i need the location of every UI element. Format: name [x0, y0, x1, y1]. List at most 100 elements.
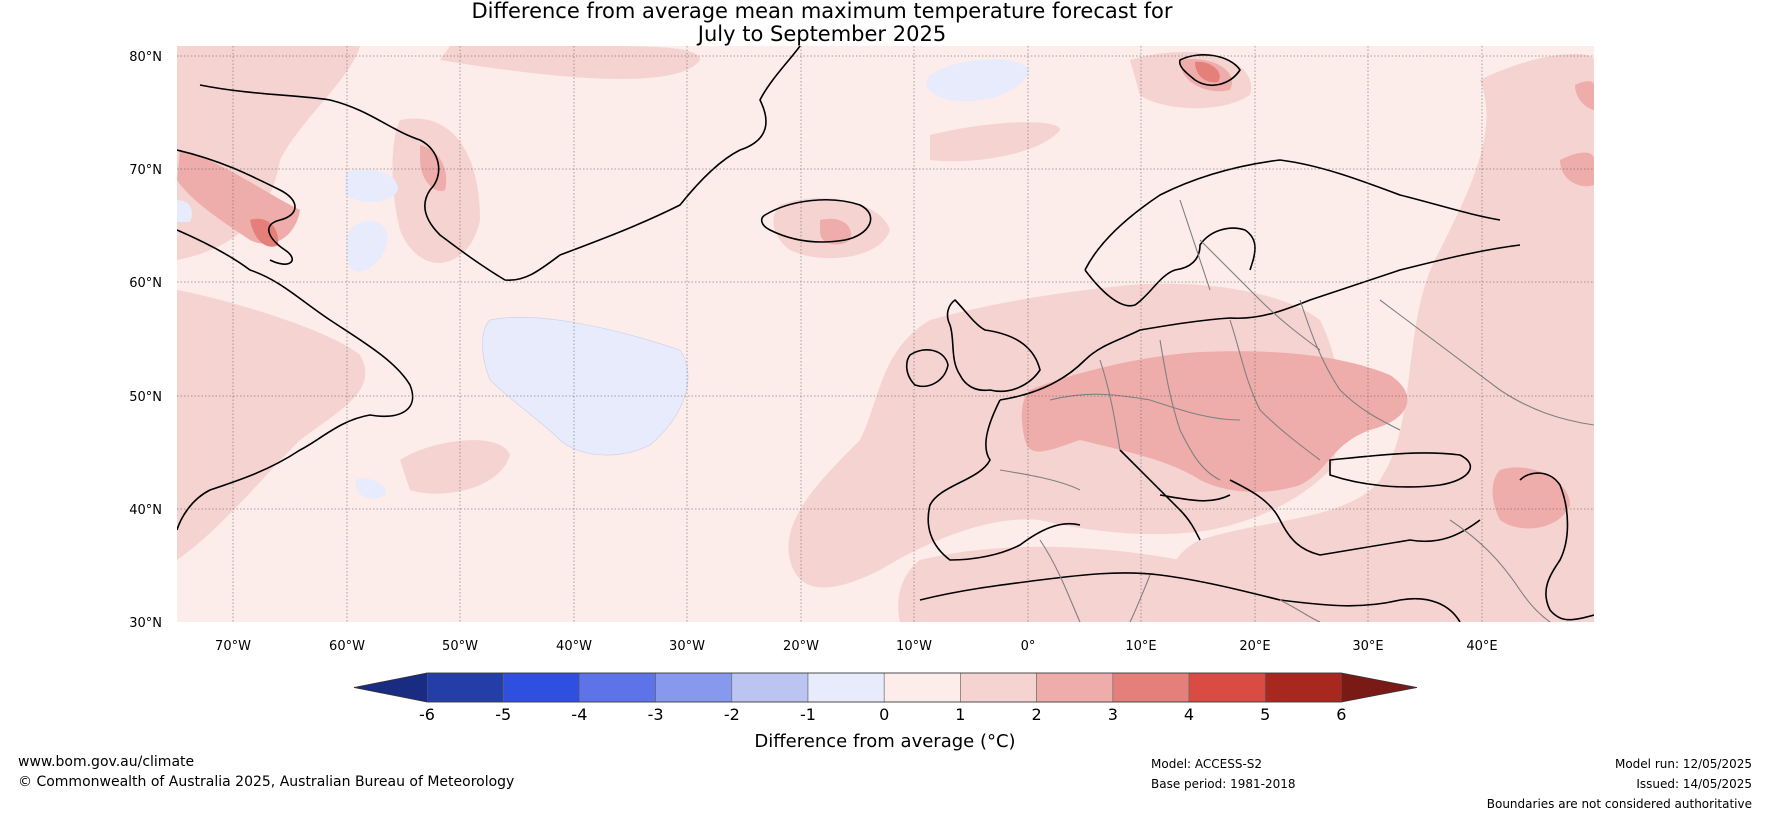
colorbar-tick-label: 4 — [1184, 705, 1194, 724]
colorbar-tick-label: -2 — [724, 705, 740, 724]
colorbar-extend-low — [354, 673, 427, 702]
copyright-text: © Commonwealth of Australia 2025, Austra… — [18, 774, 515, 790]
lat-label: 80°N — [129, 50, 162, 65]
lon-label: 70°W — [215, 639, 251, 654]
balkans-turkey-coast — [1229, 479, 1481, 556]
contour-3to4-baffin — [250, 218, 279, 247]
base-period: Base period: 1981-2018 — [1151, 777, 1296, 791]
contour-1to2-north — [440, 46, 700, 79]
lon-label: 0° — [1021, 639, 1036, 654]
black-sea-coast — [1329, 452, 1472, 488]
border-line-1 — [1049, 393, 1241, 421]
colorbar-outline — [353, 672, 1418, 703]
model-run: Model run: 12/05/2025 — [1614, 757, 1752, 771]
contour-neg-newfoundland — [355, 478, 386, 499]
colorbar-extend-high — [1341, 673, 1417, 702]
colorbar-tick-label: 2 — [1032, 705, 1042, 724]
website-link[interactable]: www.bom.gov.au/climate — [18, 754, 195, 770]
contour-neg-baffin-b — [345, 221, 388, 272]
contour-neg-greenland-sea — [926, 59, 1030, 102]
lon-label: 50°W — [442, 639, 478, 654]
border-line-7 — [1179, 199, 1211, 291]
anomaly-contours — [177, 46, 1594, 622]
lon-label: 60°W — [329, 639, 365, 654]
lon-label: 30°E — [1352, 639, 1383, 654]
issued-date: Issued: 14/05/2025 — [1636, 777, 1752, 791]
north-africa-coast — [919, 572, 1461, 622]
contour-1to2-sahara — [898, 546, 1300, 622]
lat-label: 70°N — [129, 163, 162, 178]
border-line-9 — [999, 469, 1081, 491]
contour-2to3-greenland — [420, 145, 447, 191]
border-line-2 — [1099, 359, 1121, 451]
colorbar-segment — [1188, 672, 1266, 703]
colorbar — [353, 672, 1418, 703]
lon-label: 20°E — [1239, 639, 1270, 654]
contour-1to2-east — [1171, 54, 1594, 622]
country-borders — [999, 199, 1594, 622]
border-line-6 — [1199, 239, 1321, 351]
lon-label: 10°E — [1125, 639, 1156, 654]
svalbard-coast — [1178, 54, 1241, 86]
colorbar-title: Difference from average (°C) — [754, 731, 1015, 752]
contour-2to3-north-russia — [1560, 152, 1594, 187]
colorbar-tick-label: 3 — [1108, 705, 1118, 724]
model-name: Model: ACCESS-S2 — [1151, 757, 1263, 771]
contour-neg-atlantic — [482, 317, 689, 456]
contour-1to2-greenland-east — [392, 118, 480, 263]
lon-label: 10°W — [896, 639, 932, 654]
labrador-coast — [177, 229, 414, 531]
colorbar-tick-label: -5 — [495, 705, 511, 724]
graticule — [177, 46, 1594, 622]
iberia-coast — [927, 399, 1081, 561]
baffin-coast — [177, 149, 296, 265]
contour-2to3-baffin — [177, 150, 300, 244]
colorbar-segment — [807, 672, 885, 703]
boundary-disclaimer: Boundaries are not considered authoritat… — [1486, 797, 1752, 811]
colorbar-segment — [960, 672, 1037, 703]
lat-label: 50°N — [129, 390, 162, 405]
great-britain-coast — [946, 299, 1041, 392]
border-line-4 — [1229, 319, 1321, 461]
contour-2to3-central-europe — [1021, 351, 1408, 492]
colorbar-segment — [883, 672, 961, 703]
colorbar-segment — [655, 672, 733, 703]
scandinavia-coast — [1084, 159, 1501, 307]
latitude-labels: 80°N 70°N 60°N 50°N 40°N 30°N — [129, 50, 162, 631]
lon-label: 30°W — [669, 639, 705, 654]
contour-2to3-iceland — [820, 218, 851, 245]
colorbar-tick-label: -4 — [571, 705, 587, 724]
border-line-10 — [1039, 539, 1321, 622]
colorbar-segment — [731, 672, 809, 703]
colorbar-tick-label: -1 — [800, 705, 816, 724]
italy-coast — [1119, 449, 1231, 541]
ireland-coast — [905, 349, 949, 387]
contour-1to2-norwegian-sea — [930, 122, 1060, 162]
colorbar-tick-label: 5 — [1260, 705, 1270, 724]
colorbar-segment — [1112, 672, 1190, 703]
border-line-8 — [1379, 299, 1594, 426]
colorbar-segment — [502, 672, 580, 703]
longitude-labels: 70°W 60°W 50°W 40°W 30°W 20°W 10°W 0° 10… — [215, 639, 1498, 654]
contour-2to3-kara — [1575, 81, 1594, 110]
caspian-coast — [1519, 472, 1594, 621]
coastlines — [177, 46, 1594, 622]
colorbar-segment — [1036, 672, 1114, 703]
lat-label: 40°N — [129, 503, 162, 518]
chart-title-line1: Difference from average mean maximum tem… — [471, 0, 1173, 23]
lon-label: 20°W — [783, 639, 819, 654]
greenland-coast — [199, 46, 801, 281]
colorbar-tick-label: 1 — [955, 705, 965, 724]
lat-label: 60°N — [129, 276, 162, 291]
contour-3to4-svalbard — [1195, 61, 1220, 83]
contour-2to3-caspian — [1492, 467, 1570, 529]
lon-label: 40°W — [556, 639, 592, 654]
border-line-5 — [1299, 299, 1401, 431]
contour-1to2-atlantic-mid — [400, 440, 510, 494]
contour-neg-baffin-a — [345, 169, 398, 202]
iceland-coast — [760, 199, 872, 243]
lon-label: 40°E — [1466, 639, 1497, 654]
border-line-3 — [1159, 339, 1221, 481]
lat-label: 30°N — [129, 616, 162, 631]
border-line-11 — [1449, 519, 1551, 622]
